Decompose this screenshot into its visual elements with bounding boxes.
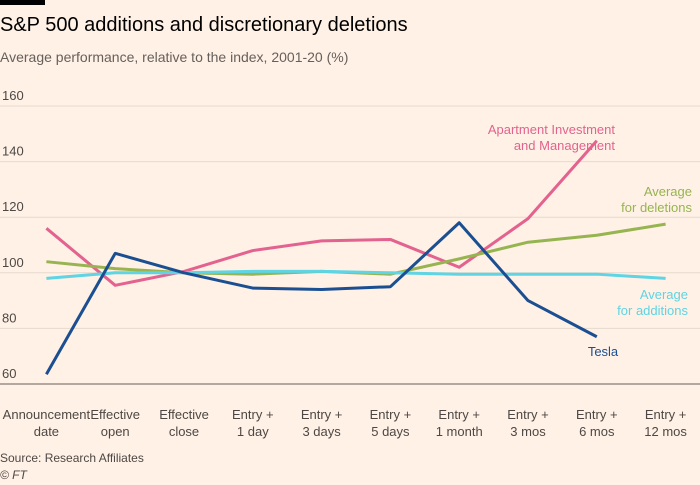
series-line xyxy=(46,269,666,280)
y-tick-label: 160 xyxy=(2,88,24,103)
y-tick-label: 60 xyxy=(2,366,16,381)
series-line xyxy=(45,139,598,287)
x-tick-label: 1 month xyxy=(436,424,483,439)
x-tick-label: 3 mos xyxy=(510,424,546,439)
x-tick-label: 6 mos xyxy=(579,424,615,439)
chart-title: S&P 500 additions and discretionary dele… xyxy=(0,14,408,36)
series-label: for deletions xyxy=(621,200,692,215)
x-tick-label: Entry + xyxy=(438,407,480,422)
series-line xyxy=(45,221,598,376)
x-tick-label: Entry + xyxy=(507,407,549,422)
x-tick-label: date xyxy=(34,424,59,439)
x-tick-label: Effective xyxy=(90,407,140,422)
series-label: Apartment Investment xyxy=(488,122,616,137)
chart-subtitle: Average performance, relative to the ind… xyxy=(0,49,348,65)
series-line xyxy=(46,222,666,276)
x-tick-label: Entry + xyxy=(232,407,274,422)
x-tick-label: Effective xyxy=(159,407,209,422)
series-label: Tesla xyxy=(588,344,619,359)
x-tick-label: 12 mos xyxy=(644,424,687,439)
y-tick-label: 80 xyxy=(2,310,16,325)
credit: © FT xyxy=(0,468,29,482)
x-tick-label: Entry + xyxy=(370,407,412,422)
series-label: and Management xyxy=(514,138,616,153)
x-tick-label: Entry + xyxy=(576,407,618,422)
x-tick-label: 1 day xyxy=(237,424,269,439)
y-tick-label: 140 xyxy=(2,144,24,159)
series-label: Average xyxy=(644,184,692,199)
x-tick-label: 3 days xyxy=(302,424,341,439)
series-label: Average xyxy=(640,287,688,302)
x-tick-label: 5 days xyxy=(371,424,410,439)
source: Source: Research Affiliates xyxy=(0,451,144,465)
series-label: for additions xyxy=(617,303,688,318)
brand-bar xyxy=(0,0,45,5)
y-tick-label: 100 xyxy=(2,255,24,270)
x-tick-label: close xyxy=(169,424,199,439)
y-tick-label: 120 xyxy=(2,199,24,214)
x-tick-label: Entry + xyxy=(645,407,687,422)
x-tick-label: Announcement xyxy=(3,407,91,422)
x-tick-label: open xyxy=(101,424,130,439)
x-tick-label: Entry + xyxy=(301,407,343,422)
